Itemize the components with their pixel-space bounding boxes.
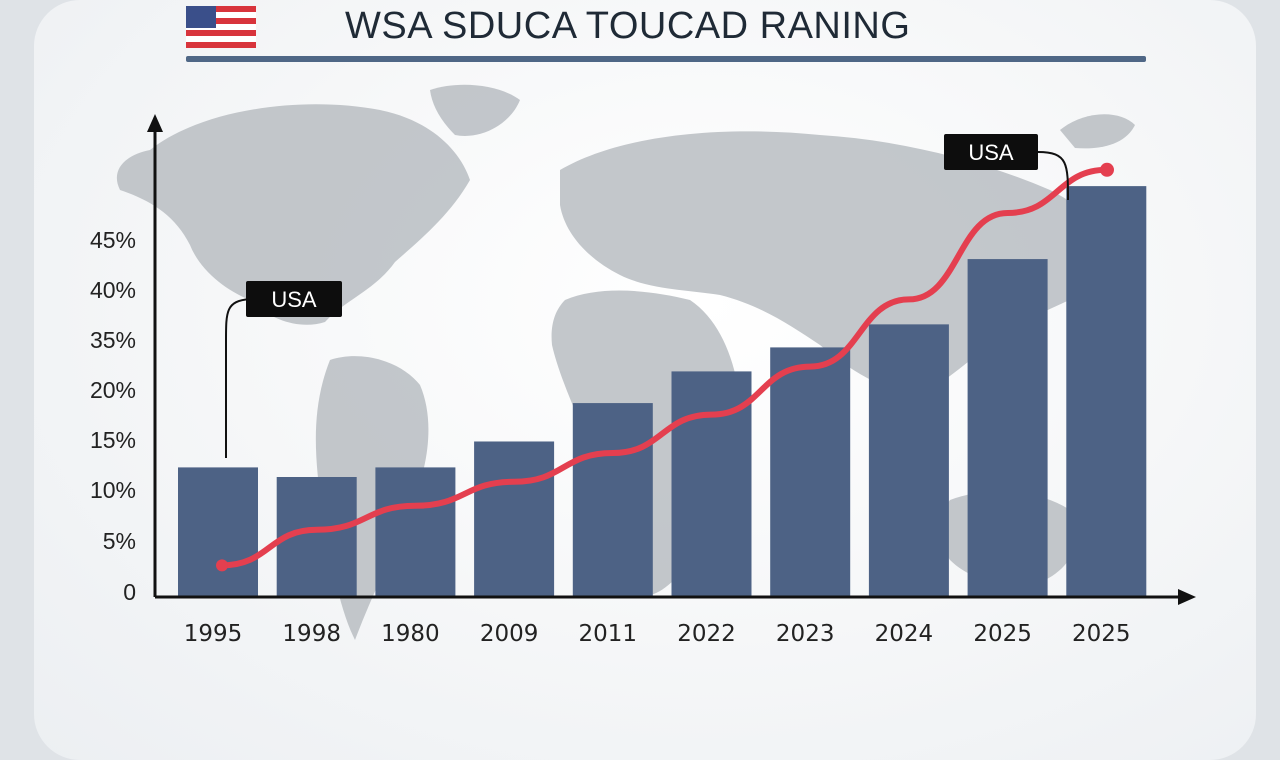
y-tick-label: 20% xyxy=(90,377,136,403)
y-tick-label: 0 xyxy=(123,579,136,605)
bar xyxy=(178,467,258,597)
x-tick-label: 2024 xyxy=(875,621,934,647)
callout-box xyxy=(246,281,342,317)
y-axis-tick-labels: 0 5% 10% 15% 20% 35% 40% 45% xyxy=(90,227,136,605)
x-axis-tick-labels: 1995 1998 1980 2009 2011 2022 2023 2024 2025 2025 xyxy=(184,621,1131,647)
callout-leader-line xyxy=(225,298,251,458)
callout-usa: USA xyxy=(944,134,1069,201)
x-tick-label: 2025 xyxy=(973,621,1032,647)
x-tick-label: 1980 xyxy=(381,621,440,647)
trend-line-series xyxy=(216,162,1114,572)
x-tick-label: 2009 xyxy=(480,621,539,647)
x-tick-label: 2011 xyxy=(579,621,638,647)
bar-chart: 0 5% 10% 15% 20% 35% 40% 45% 1995 1998 1980 2009 20… xyxy=(90,84,1196,647)
x-axis-arrow xyxy=(1178,589,1196,605)
bar xyxy=(967,259,1048,597)
map-landmass xyxy=(1060,114,1135,149)
x-tick-label: 2025 xyxy=(1072,621,1131,647)
y-tick-label: 5% xyxy=(103,528,136,554)
bar xyxy=(1066,186,1147,597)
callout-box xyxy=(944,134,1038,170)
x-tick-label: 2022 xyxy=(677,621,736,647)
y-axis-arrow xyxy=(147,114,163,132)
bar xyxy=(375,467,456,597)
y-tick-label: 10% xyxy=(90,477,136,503)
x-tick-label: 1998 xyxy=(282,621,341,647)
bar-series xyxy=(178,186,1147,597)
callout-usa: USA xyxy=(225,281,342,458)
bar xyxy=(868,324,949,597)
trend-end-point xyxy=(1100,162,1114,177)
title-underline xyxy=(186,56,1146,62)
bar xyxy=(770,347,851,597)
callout-leader-line xyxy=(1037,151,1069,201)
map-landmass xyxy=(116,104,471,325)
x-tick-label: 2023 xyxy=(776,621,835,647)
y-tick-label: 45% xyxy=(90,227,136,253)
x-tick-label: 1995 xyxy=(184,621,243,647)
usa-flag-icon xyxy=(186,6,256,48)
callout-annotations: USA USA xyxy=(225,134,1069,458)
y-tick-label: 35% xyxy=(90,327,136,353)
trend-start-point xyxy=(216,559,228,572)
callout-label: USA xyxy=(271,287,317,312)
bar xyxy=(474,441,555,597)
callout-label: USA xyxy=(968,140,1014,165)
chart-axes xyxy=(147,114,1196,605)
bar xyxy=(572,403,653,597)
map-landmass xyxy=(430,84,520,136)
y-tick-label: 40% xyxy=(90,277,136,303)
trend-line xyxy=(219,166,1110,569)
y-tick-label: 15% xyxy=(90,427,136,453)
chart-title: WSA SDUCA TOUCAD RANING xyxy=(345,5,911,47)
